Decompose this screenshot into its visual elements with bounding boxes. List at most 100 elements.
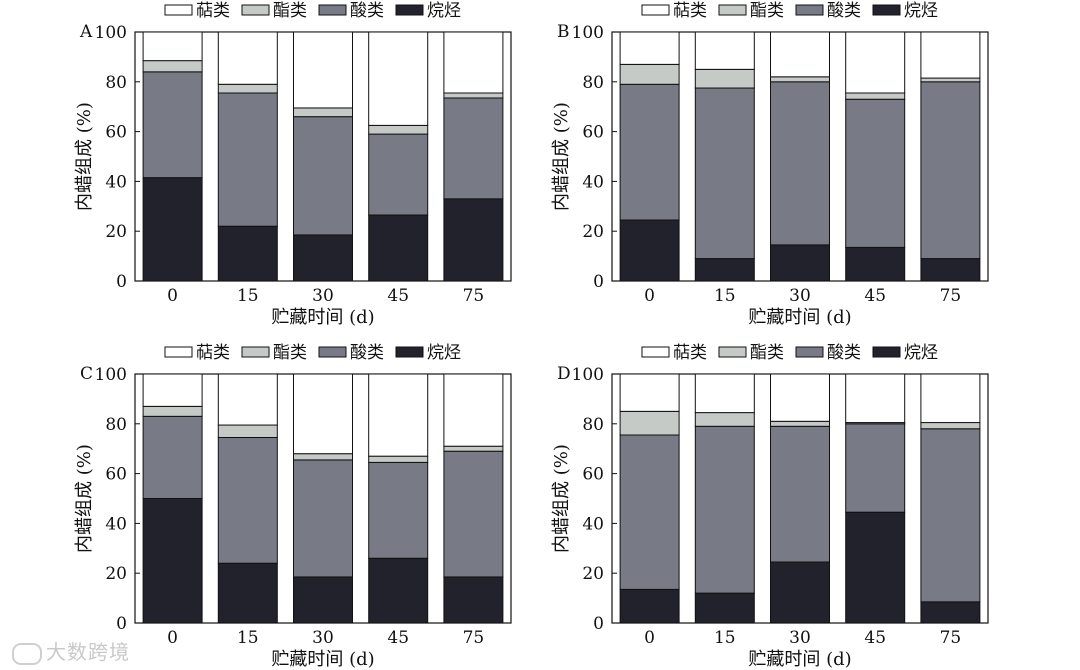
bar-segment-烷烃 xyxy=(368,557,429,624)
bar-segment-酸类 xyxy=(142,415,203,499)
y-tick-label: 20 xyxy=(105,564,127,584)
legend-swatch-烷烃 xyxy=(872,346,901,358)
y-tick-label: 0 xyxy=(593,272,604,292)
bar-segment-萜类 xyxy=(920,31,981,79)
y-tick-label: 0 xyxy=(116,614,127,634)
bar-segment-萜类 xyxy=(293,373,353,455)
bar-segment-酸类 xyxy=(619,434,680,590)
bar-segment-烷烃 xyxy=(142,498,203,624)
y-axis-label: 内蜡组成 (%) xyxy=(551,102,572,211)
bar-segment-酸类 xyxy=(443,450,504,578)
panel-label: C xyxy=(80,364,93,384)
bar-segment-酯类 xyxy=(770,76,830,83)
bar-segment-酸类 xyxy=(368,461,429,559)
bar-segment-烷烃 xyxy=(619,219,680,282)
legend-label: 萜类 xyxy=(196,343,230,363)
bar-segment-酯类 xyxy=(920,422,981,430)
chart-panel-c: C 0 20 40 60 80 100 0 15 30 45 75 贮藏时间 (d) 内蜡组成 (%) 萜类… xyxy=(74,343,512,670)
legend-label: 烷烃 xyxy=(904,343,938,363)
legend-swatch-烷烃 xyxy=(395,4,424,16)
legend-swatch-萜类 xyxy=(641,346,670,358)
bar-segment-萜类 xyxy=(694,31,755,70)
y-tick-label: 100 xyxy=(572,23,604,43)
chart-panel-d: D 0 20 40 60 80 100 0 15 30 45 75 贮藏时间 (d) 内蜡组成 (%) 萜类… xyxy=(551,343,989,670)
bar-segment-酯类 xyxy=(368,455,429,463)
legend-label: 烷烃 xyxy=(427,343,461,363)
x-tick-label: 45 xyxy=(387,628,409,648)
bar-segment-酸类 xyxy=(443,97,504,200)
legend-swatch-烷烃 xyxy=(872,4,901,16)
bar-segment-烷烃 xyxy=(694,258,755,282)
x-tick-label: 15 xyxy=(714,286,736,306)
y-tick-label: 20 xyxy=(105,222,127,242)
y-tick-label: 40 xyxy=(582,514,604,534)
x-tick-label: 0 xyxy=(167,628,178,648)
y-tick-label: 0 xyxy=(116,272,127,292)
bar-segment-酯类 xyxy=(694,68,755,89)
bar-segment-酯类 xyxy=(217,83,278,94)
x-tick-label: 45 xyxy=(864,628,886,648)
y-tick-label: 40 xyxy=(105,172,127,192)
legend-swatch-萜类 xyxy=(164,4,193,16)
bar-segment-酯类 xyxy=(770,420,830,427)
bar-segment-萜类 xyxy=(770,31,830,78)
bar-segment-酸类 xyxy=(217,436,278,564)
watermark-text: 大数跨境 xyxy=(46,640,130,664)
y-tick-label: 60 xyxy=(582,465,604,485)
legend-label: 酸类 xyxy=(350,1,384,21)
x-axis-label: 贮藏时间 (d) xyxy=(271,649,374,670)
panel-label: A xyxy=(79,22,93,42)
bar-segment-酸类 xyxy=(694,425,755,594)
legend-swatch-酯类 xyxy=(718,4,747,16)
y-axis-label: 内蜡组成 (%) xyxy=(74,444,95,553)
legend-label: 烷烃 xyxy=(427,1,461,21)
bar-segment-烷烃 xyxy=(368,214,429,282)
legend-swatch-烷烃 xyxy=(395,346,424,358)
bar-segment-酯类 xyxy=(619,63,680,85)
chart-panel-a: A 0 20 40 60 80 100 0 15 30 45 75 贮藏时间 (d) 内蜡组成 (%) 萜类… xyxy=(74,1,512,328)
panel-label: B xyxy=(557,22,570,42)
bar-segment-萜类 xyxy=(368,31,429,126)
x-tick-label: 30 xyxy=(312,628,334,648)
bar-segment-萜类 xyxy=(694,373,755,414)
legend-label: 酸类 xyxy=(827,343,861,363)
x-tick-label: 15 xyxy=(237,286,259,306)
legend-label: 萜类 xyxy=(196,1,230,21)
bar-segment-萜类 xyxy=(443,373,504,447)
panel-label: D xyxy=(557,364,571,384)
bar-segment-萜类 xyxy=(217,373,278,426)
legend-label: 酸类 xyxy=(350,343,384,363)
x-tick-label: 45 xyxy=(864,286,886,306)
legend-swatch-酯类 xyxy=(718,346,747,358)
bar-segment-酸类 xyxy=(920,81,981,260)
bar-segment-酸类 xyxy=(770,425,830,563)
bar-segment-烷烃 xyxy=(619,588,680,624)
legend-label: 酯类 xyxy=(273,1,307,21)
bar-segment-酸类 xyxy=(694,87,755,260)
x-tick-label: 15 xyxy=(714,628,736,648)
y-tick-label: 100 xyxy=(95,23,127,43)
x-tick-label: 0 xyxy=(167,286,178,306)
bar-segment-酯类 xyxy=(217,424,278,438)
bar-segment-酯类 xyxy=(619,410,680,436)
x-tick-label: 75 xyxy=(463,286,485,306)
bar-segment-烷烃 xyxy=(443,576,504,624)
y-tick-label: 20 xyxy=(582,564,604,584)
bar-segment-萜类 xyxy=(920,373,981,424)
legend-swatch-酯类 xyxy=(241,346,270,358)
bar-segment-酸类 xyxy=(845,98,906,248)
bar-segment-烷烃 xyxy=(293,234,353,282)
bar-segment-酯类 xyxy=(845,92,906,100)
legend-swatch-酸类 xyxy=(318,346,347,358)
x-tick-label: 0 xyxy=(644,628,655,648)
legend-label: 酯类 xyxy=(750,1,784,21)
bar-segment-烷烃 xyxy=(217,225,278,282)
bar-segment-酸类 xyxy=(619,83,680,221)
legend-swatch-酸类 xyxy=(795,346,824,358)
y-tick-label: 0 xyxy=(593,614,604,634)
x-tick-label: 30 xyxy=(789,286,811,306)
bar-segment-酯类 xyxy=(142,60,203,73)
bar-segment-酯类 xyxy=(694,412,755,427)
x-tick-label: 30 xyxy=(789,628,811,648)
